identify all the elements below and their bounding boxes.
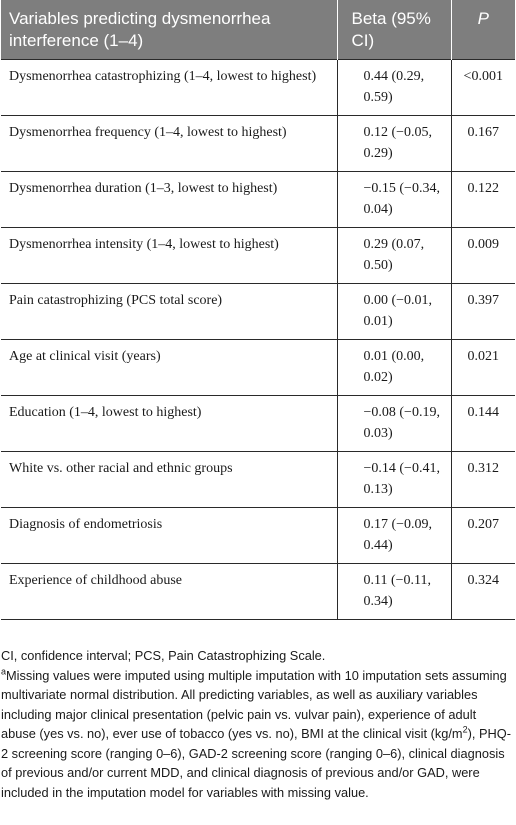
table-row: Pain catastrophizing (PCS total score) 0… <box>1 283 515 340</box>
imputation-note-text: Missing values were imputed using multip… <box>1 667 507 742</box>
beta-cell: 0.01 (0.00, 0.02) <box>336 339 451 396</box>
p-value-cell: 0.144 <box>450 395 515 452</box>
p-value-cell: <0.001 <box>450 59 515 116</box>
header-variable: Variables predicting dysmenorrhea interf… <box>1 0 337 60</box>
variable-cell: Education (1–4, lowest to highest) <box>1 395 337 452</box>
variable-cell: Pain catastrophizing (PCS total score) <box>1 283 337 340</box>
abbreviations-note: CI, confidence interval; PCS, Pain Catas… <box>1 648 326 663</box>
p-value-cell: 0.122 <box>450 171 515 228</box>
p-value-cell: 0.021 <box>450 339 515 396</box>
imputation-note: aMissing values were imputed using multi… <box>1 666 513 803</box>
variable-cell: Dysmenorrhea duration (1–3, lowest to hi… <box>1 171 337 228</box>
note-marker: a <box>1 666 7 677</box>
variable-cell: Experience of childhood abuse <box>1 563 337 620</box>
beta-cell: 0.12 (−0.05, 0.29) <box>336 115 451 172</box>
p-value-cell: 0.324 <box>450 563 515 620</box>
variable-cell: Dysmenorrhea frequency (1–4, lowest to h… <box>1 115 337 172</box>
beta-cell: 0.44 (0.29, 0.59) <box>336 59 451 116</box>
p-value-cell: 0.167 <box>450 115 515 172</box>
beta-cell: −0.15 (−0.34, 0.04) <box>336 171 451 228</box>
p-value-cell: 0.207 <box>450 507 515 564</box>
table-row: Dysmenorrhea intensity (1–4, lowest to h… <box>1 227 515 284</box>
variable-cell: Dysmenorrhea catastrophizing (1–4, lowes… <box>1 59 337 116</box>
variable-cell: Dysmenorrhea intensity (1–4, lowest to h… <box>1 227 337 284</box>
superscript-two: 2 <box>462 724 468 735</box>
header-beta: Beta (95% CI) <box>336 0 451 60</box>
table-row: Dysmenorrhea frequency (1–4, lowest to h… <box>1 115 515 172</box>
table-footnotes: CI, confidence interval; PCS, Pain Catas… <box>1 646 513 802</box>
table-row: Age at clinical visit (years) 0.01 (0.00… <box>1 339 515 396</box>
variable-cell: White vs. other racial and ethnic groups <box>1 451 337 508</box>
beta-cell: −0.14 (−0.41, 0.13) <box>336 451 451 508</box>
variable-cell: Diagnosis of endometriosis <box>1 507 337 564</box>
table-row: Diagnosis of endometriosis 0.17 (−0.09, … <box>1 507 515 564</box>
variable-cell: Age at clinical visit (years) <box>1 339 337 396</box>
table-row: Education (1–4, lowest to highest) −0.08… <box>1 395 515 452</box>
regression-table: Variables predicting dysmenorrhea interf… <box>1 0 515 620</box>
beta-cell: −0.08 (−0.19, 0.03) <box>336 395 451 452</box>
beta-cell: 0.11 (−0.11, 0.34) <box>336 563 451 620</box>
imputation-note-text-cont: ), PHQ-2 screening score (ranging 0–6), … <box>1 726 511 800</box>
p-value-cell: 0.009 <box>450 227 515 284</box>
table-row: White vs. other racial and ethnic groups… <box>1 451 515 508</box>
table-row: Dysmenorrhea duration (1–3, lowest to hi… <box>1 171 515 228</box>
table-header-row: Variables predicting dysmenorrhea interf… <box>1 0 515 60</box>
beta-cell: 0.17 (−0.09, 0.44) <box>336 507 451 564</box>
beta-cell: 0.00 (−0.01, 0.01) <box>336 283 451 340</box>
header-p: P <box>450 0 515 60</box>
table-row: Dysmenorrhea catastrophizing (1–4, lowes… <box>1 59 515 116</box>
p-value-cell: 0.312 <box>450 451 515 508</box>
beta-cell: 0.29 (0.07, 0.50) <box>336 227 451 284</box>
p-value-cell: 0.397 <box>450 283 515 340</box>
table-row: Experience of childhood abuse 0.11 (−0.1… <box>1 563 515 620</box>
